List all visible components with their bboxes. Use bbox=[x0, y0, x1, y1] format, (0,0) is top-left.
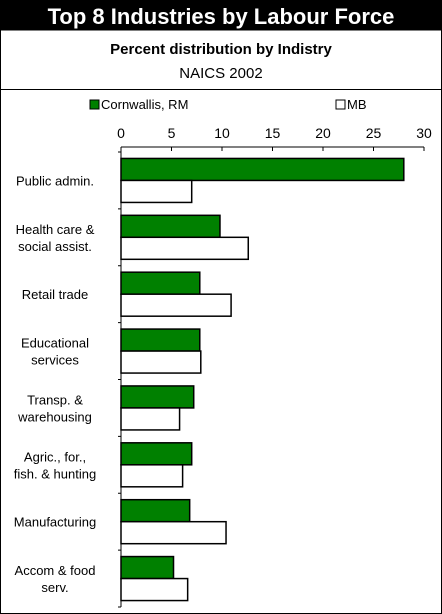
chart-subtitle: Percent distribution by Indistry bbox=[110, 41, 332, 58]
chart-subtitle-2: NAICS 2002 bbox=[179, 65, 262, 82]
bar-cornwallis bbox=[120, 385, 195, 409]
legend-label-series-2: MB bbox=[347, 97, 367, 112]
bar-cornwallis bbox=[120, 157, 405, 182]
category-label-line: Accom & food bbox=[15, 563, 96, 578]
x-tick-label: 20 bbox=[315, 125, 331, 141]
category-label-line: Retail trade bbox=[22, 287, 88, 302]
bar-cornwallis bbox=[120, 214, 221, 239]
legend: Cornwallis, RM MB bbox=[89, 97, 367, 112]
category-label: Educational services bbox=[21, 336, 89, 368]
legend-swatch-series-2 bbox=[335, 99, 346, 110]
category-label-line: serv. bbox=[41, 580, 68, 595]
title-band bbox=[0, 0, 442, 31]
bar-cornwallis bbox=[120, 442, 193, 466]
category-label-line: fish. & hunting bbox=[14, 466, 96, 481]
bars bbox=[120, 157, 405, 602]
legend-swatch-series-1 bbox=[89, 99, 100, 110]
bar-cornwallis bbox=[120, 271, 201, 295]
bar-mb bbox=[120, 407, 181, 431]
category-label: Transp. & warehousing bbox=[17, 392, 92, 424]
x-tick-label: 25 bbox=[366, 125, 382, 141]
bar-mb bbox=[120, 464, 184, 488]
x-tick-label: 0 bbox=[117, 125, 125, 141]
category-label-line: services bbox=[31, 353, 79, 368]
bar-mb bbox=[120, 293, 232, 317]
category-label-line: Transp. & bbox=[27, 392, 83, 407]
category-label: Accom & food serv. bbox=[15, 563, 96, 595]
legend-label-series-1: Cornwallis, RM bbox=[101, 97, 188, 112]
category-label-line: social assist. bbox=[18, 239, 92, 254]
category-label-line: warehousing bbox=[17, 409, 92, 424]
x-tick-label: 15 bbox=[265, 125, 281, 141]
bar-cornwallis bbox=[120, 328, 201, 352]
bar-cornwallis bbox=[120, 498, 191, 523]
category-label: Public admin. bbox=[16, 173, 94, 188]
category-label: Agric., for., fish. & hunting bbox=[14, 449, 96, 481]
x-tick-label: 5 bbox=[168, 125, 176, 141]
bar-mb bbox=[120, 577, 189, 602]
category-labels: Public admin. Health care & social assist.… bbox=[14, 173, 96, 595]
category-label-line: Health care & bbox=[16, 222, 95, 237]
category-label-line: Public admin. bbox=[16, 173, 94, 188]
category-label: Health care & social assist. bbox=[16, 222, 95, 254]
bar-mb bbox=[120, 520, 227, 545]
category-label: Manufacturing bbox=[14, 515, 96, 530]
bar-mb bbox=[120, 179, 193, 204]
category-label-line: Agric., for., bbox=[24, 449, 86, 464]
chart-title: Top 8 Industries by Labour Force bbox=[48, 4, 395, 29]
category-label-line: Manufacturing bbox=[14, 515, 96, 530]
bar-mb bbox=[120, 236, 250, 261]
bar-mb bbox=[120, 350, 202, 374]
x-tick-label: 10 bbox=[214, 125, 230, 141]
x-tick-label: 30 bbox=[416, 125, 432, 141]
bar-cornwallis bbox=[120, 555, 175, 580]
category-label: Retail trade bbox=[22, 287, 88, 302]
category-label-line: Educational bbox=[21, 336, 89, 351]
